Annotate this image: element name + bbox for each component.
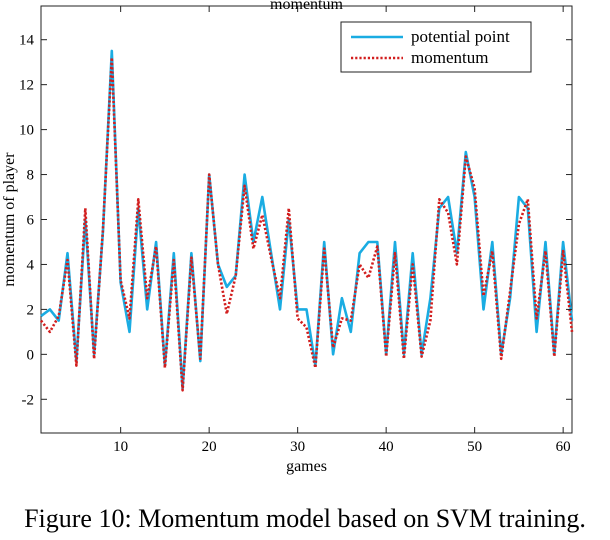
chart-title: momentum — [270, 0, 343, 13]
x-axis-label: games — [286, 458, 327, 475]
series-layer — [39, 49, 574, 392]
x-tick-label: 60 — [556, 439, 571, 455]
series-line-potential-point — [40, 49, 574, 390]
y-tick-label: 12 — [19, 78, 34, 94]
y-tick-label: 14 — [19, 33, 35, 49]
legend-box — [340, 21, 532, 73]
y-tick-label: 8 — [27, 168, 35, 184]
x-tick-label: 20 — [202, 439, 217, 455]
x-tick-label: 40 — [379, 439, 394, 455]
y-tick-label: 0 — [27, 347, 35, 363]
x-tick-label: 30 — [290, 439, 305, 455]
y-axis-label: momentum of player — [1, 152, 18, 287]
y-tick-label: 6 — [27, 213, 35, 229]
legend-label: potential point — [411, 27, 510, 46]
figure-caption: Figure 10: Momentum model based on SVM t… — [24, 504, 586, 533]
y-tick-label: 4 — [27, 257, 35, 273]
x-tick-label: 10 — [113, 439, 128, 455]
momentum-chart: 10 20 30 40 50 60 -2 0 2 4 6 8 10 12 14 momentum games… — [1, 0, 574, 475]
y-tick-label: 10 — [19, 123, 34, 139]
series-line-momentum — [39, 56, 574, 392]
y-tick-label: -2 — [22, 392, 35, 408]
ticks-layer: 10 20 30 40 50 60 -2 0 2 4 6 8 10 12 14 — [19, 6, 572, 455]
y-tick-label: 2 — [27, 302, 35, 318]
x-tick-label: 50 — [467, 439, 482, 455]
legend: potential point momentum — [340, 21, 532, 73]
legend-label: momentum — [411, 48, 488, 67]
